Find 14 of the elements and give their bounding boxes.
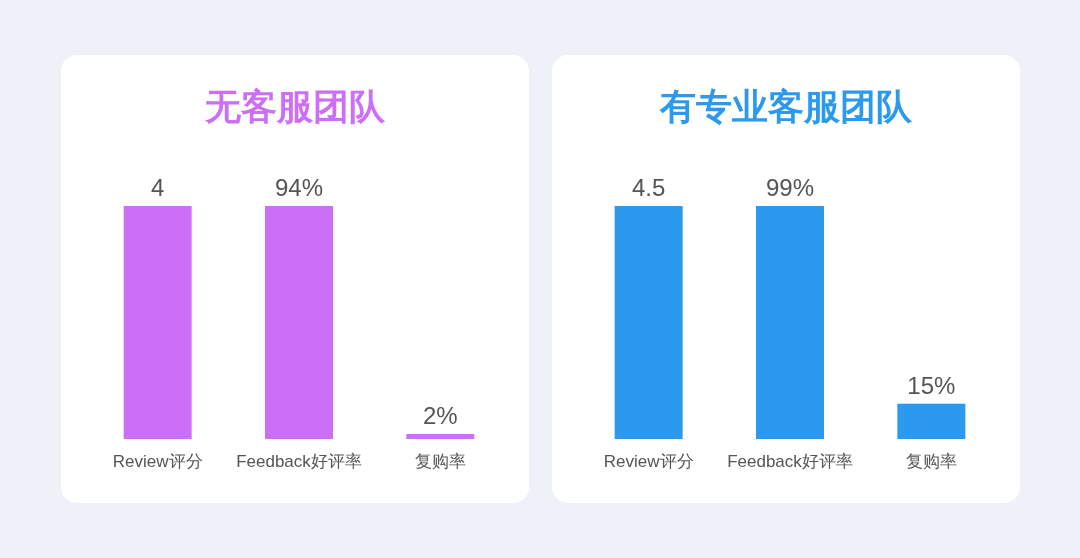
data-label: 4.5	[631, 174, 666, 201]
data-label: 2%	[422, 402, 458, 430]
x-tick-label: 复购率	[905, 452, 957, 471]
x-tick-label: Review评分	[112, 452, 203, 471]
x-tick-label: 复购率	[414, 452, 466, 471]
chart-title: 无客服团队	[204, 86, 386, 127]
x-tick-label: Review评分	[603, 452, 694, 471]
data-label: 4	[150, 174, 165, 201]
data-label: 94%	[274, 174, 324, 201]
data-label: 99%	[765, 174, 815, 201]
x-tick-label: Feedback好评率	[727, 452, 853, 471]
x-tick-label: Feedback好评率	[236, 452, 362, 471]
chart-title: 有专业客服团队	[659, 86, 913, 127]
data-label: 15%	[907, 371, 956, 399]
